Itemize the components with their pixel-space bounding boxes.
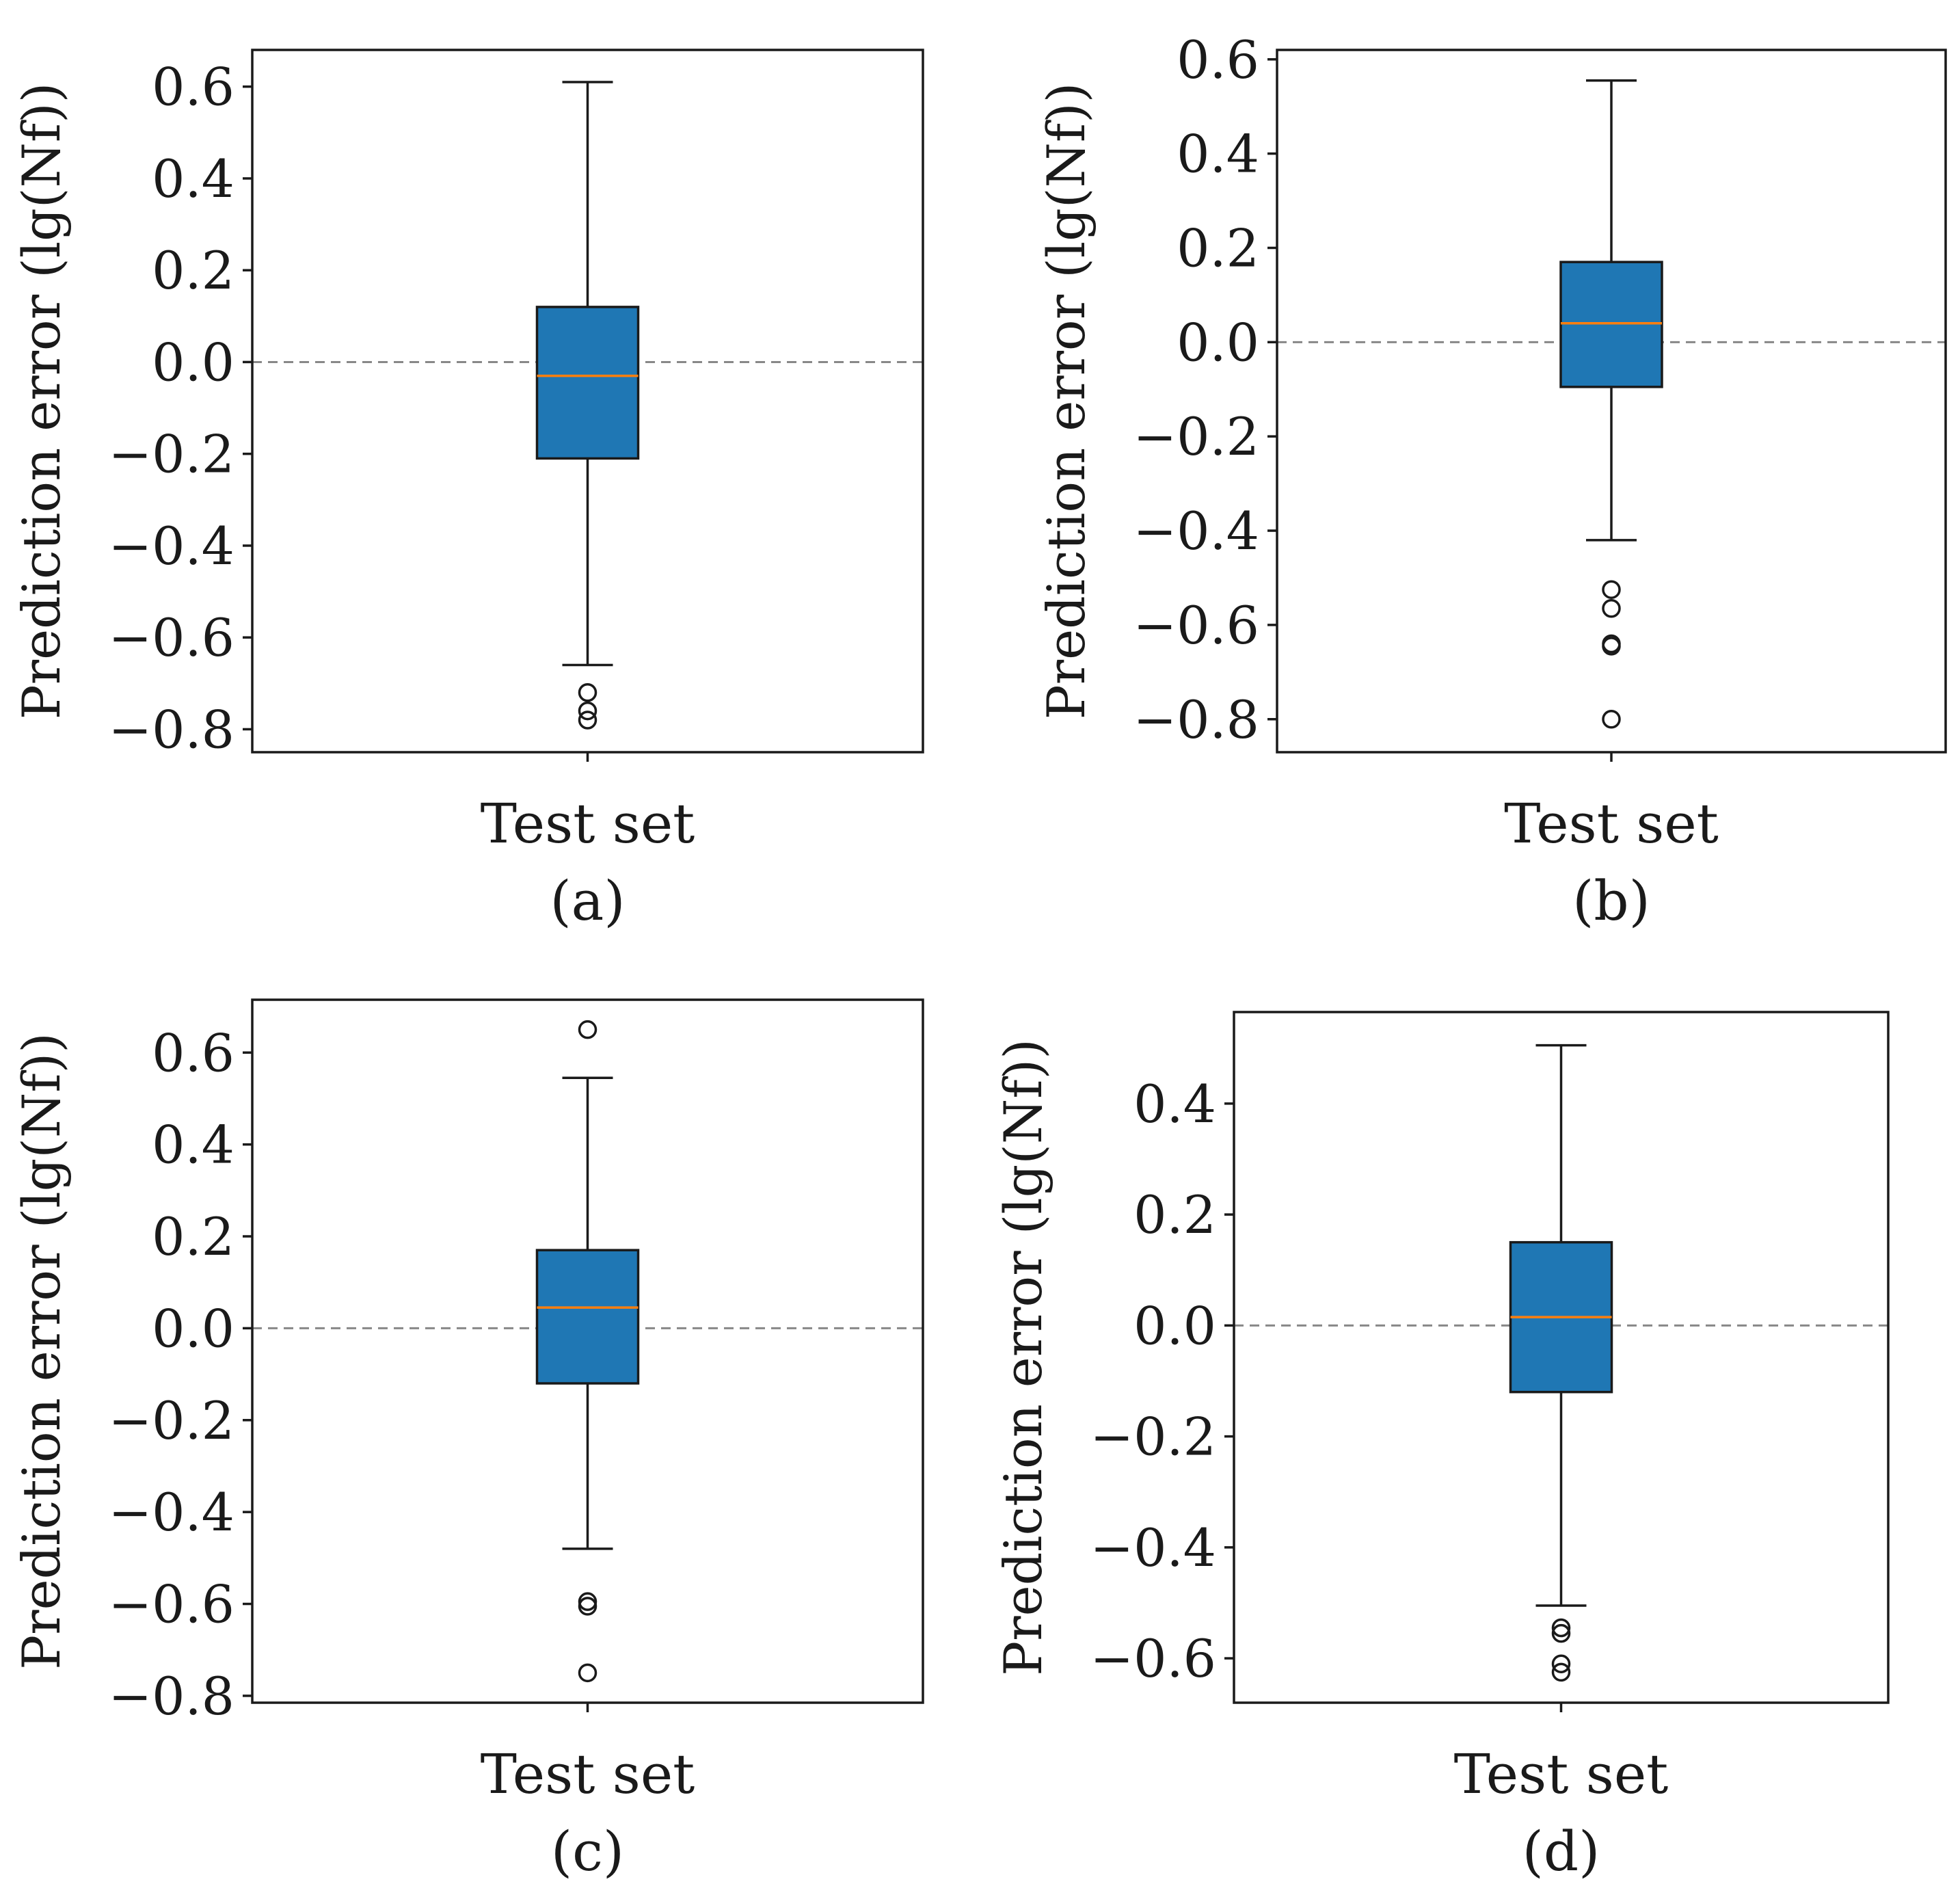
y-tick-label: −0.2 — [1090, 1407, 1216, 1467]
y-tick-label: 0.0 — [1133, 1295, 1216, 1356]
outlier-point — [1551, 1618, 1571, 1638]
y-tick-label: 0.0 — [152, 332, 234, 393]
y-tick-label: 0.4 — [1133, 1074, 1216, 1134]
y-tick-label: −0.2 — [1133, 406, 1259, 467]
outlier-point — [1602, 710, 1621, 729]
y-tick-label: −0.6 — [108, 607, 234, 668]
panel-b: 0.6 0.4 0.2 0.0 −0.2 −0.4 −0.6 −0.8 Test set (b) P… — [1036, 29, 1947, 933]
y-tick-label: −0.2 — [108, 424, 234, 485]
outlier-point — [578, 701, 598, 721]
y-axis-title: Prediction error (lg(Nf)) — [1036, 83, 1097, 720]
outlier-point — [1602, 599, 1621, 618]
y-tick-label: −0.8 — [1133, 689, 1259, 750]
outlier-point — [578, 1663, 598, 1683]
x-category-label: Test set — [1504, 792, 1719, 855]
outlier-point — [1551, 1654, 1571, 1673]
iqr-box — [535, 306, 640, 460]
y-tick-label: −0.4 — [1133, 501, 1259, 561]
y-tick-label: −0.4 — [1090, 1517, 1216, 1578]
outlier-point — [578, 1597, 598, 1616]
y-tick-label: 0.4 — [152, 148, 234, 209]
y-axis-title: Prediction error (lg(Nf)) — [993, 1039, 1053, 1676]
x-category-label: Test set — [481, 792, 695, 855]
y-axis-title: Prediction error (lg(Nf)) — [11, 1033, 72, 1670]
outlier-point — [578, 1592, 598, 1611]
y-tick-label: 0.6 — [1177, 29, 1259, 90]
y-tick-label: 0.2 — [1177, 217, 1259, 278]
y-tick-label: −0.6 — [108, 1574, 234, 1635]
outlier-point — [578, 1020, 598, 1039]
outlier-point — [1551, 1623, 1571, 1643]
y-tick-label: 0.6 — [152, 57, 234, 118]
x-category-label: Test set — [481, 1742, 695, 1806]
y-tick-label: 0.2 — [152, 1206, 234, 1267]
y-tick-label: −0.4 — [108, 1482, 234, 1543]
y-tick-label: −0.8 — [108, 1666, 234, 1727]
y-tick-label: −0.6 — [1133, 595, 1259, 656]
y-tick-label: 0.0 — [1177, 312, 1259, 373]
panel-c: 0.6 0.4 0.2 0.0 −0.2 −0.4 −0.6 −0.8 Test set (c) P… — [11, 998, 924, 1883]
outlier-point — [578, 710, 598, 730]
iqr-box — [535, 1249, 640, 1385]
y-tick-label: −0.8 — [108, 699, 234, 760]
panel-label: (b) — [1572, 869, 1650, 933]
outlier-point — [1602, 580, 1621, 599]
outlier-point — [1551, 1662, 1571, 1682]
outlier-point — [578, 682, 598, 702]
y-tick-label: 0.2 — [1133, 1184, 1216, 1245]
panel-d: 0.4 0.2 0.0 −0.2 −0.4 −0.6 Test set (d) Predicti… — [993, 1011, 1890, 1883]
y-tick-label: 0.4 — [1177, 124, 1259, 185]
y-tick-label: 0.6 — [152, 1022, 234, 1083]
panel-label: (a) — [550, 869, 625, 933]
y-tick-label: 0.4 — [152, 1115, 234, 1175]
panel-a: 0.6 0.4 0.2 0.0 −0.2 −0.4 −0.6 −0.8 Test set (a) P… — [11, 49, 924, 933]
y-tick-label: −0.6 — [1090, 1628, 1216, 1689]
y-tick-label: −0.4 — [108, 516, 234, 576]
outlier-point — [1602, 637, 1621, 656]
y-axis-title: Prediction error (lg(Nf)) — [11, 83, 72, 720]
panel-label: (c) — [551, 1820, 624, 1883]
panel-label: (d) — [1522, 1820, 1600, 1883]
y-tick-label: 0.2 — [152, 240, 234, 301]
x-category-label: Test set — [1454, 1742, 1669, 1806]
y-tick-label: −0.2 — [108, 1390, 234, 1451]
y-tick-label: 0.0 — [152, 1298, 234, 1359]
